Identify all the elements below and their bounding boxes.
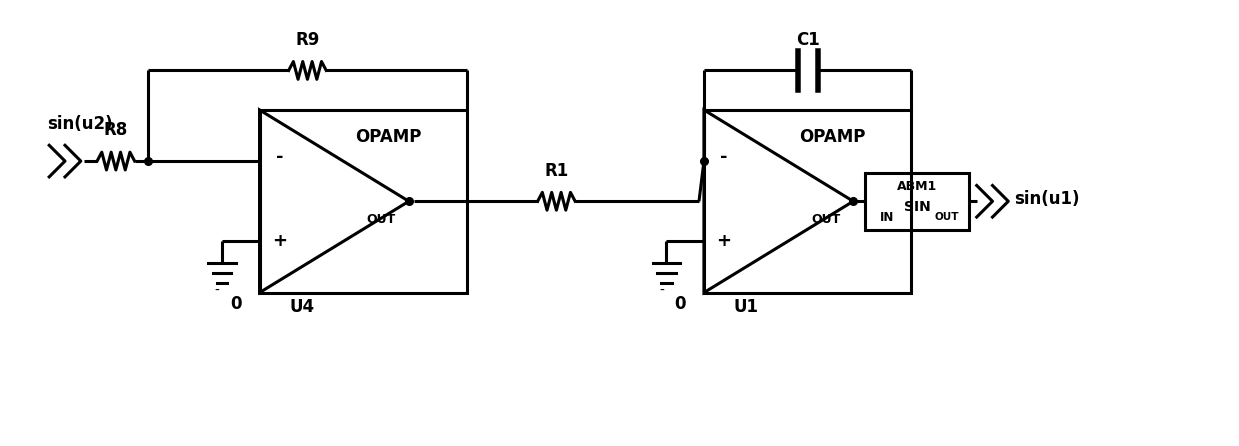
Text: OUT: OUT (367, 213, 395, 226)
Text: IN: IN (880, 211, 895, 223)
Text: sin(u1): sin(u1) (1015, 190, 1079, 208)
Text: -: - (214, 284, 219, 298)
Text: SIN: SIN (903, 200, 930, 214)
Text: 0: 0 (230, 295, 242, 313)
Text: OPAMP: OPAMP (354, 128, 421, 146)
Text: OUT: OUT (934, 212, 959, 222)
Text: OPAMP: OPAMP (799, 128, 866, 146)
Text: -: - (275, 148, 282, 166)
Text: +: + (271, 232, 286, 251)
Text: -: - (720, 148, 727, 166)
Text: R9: R9 (295, 31, 320, 49)
Text: C1: C1 (795, 31, 819, 49)
Text: -: - (659, 284, 664, 298)
Text: +: + (716, 232, 731, 251)
Text: 0: 0 (674, 295, 686, 313)
Text: OUT: OUT (812, 213, 840, 226)
Text: R8: R8 (104, 121, 128, 139)
Text: U1: U1 (733, 297, 758, 316)
Text: sin(u2): sin(u2) (47, 116, 113, 133)
Text: U4: U4 (289, 297, 315, 316)
Text: R1: R1 (544, 161, 569, 180)
Text: ABM1: ABM1 (897, 180, 937, 193)
